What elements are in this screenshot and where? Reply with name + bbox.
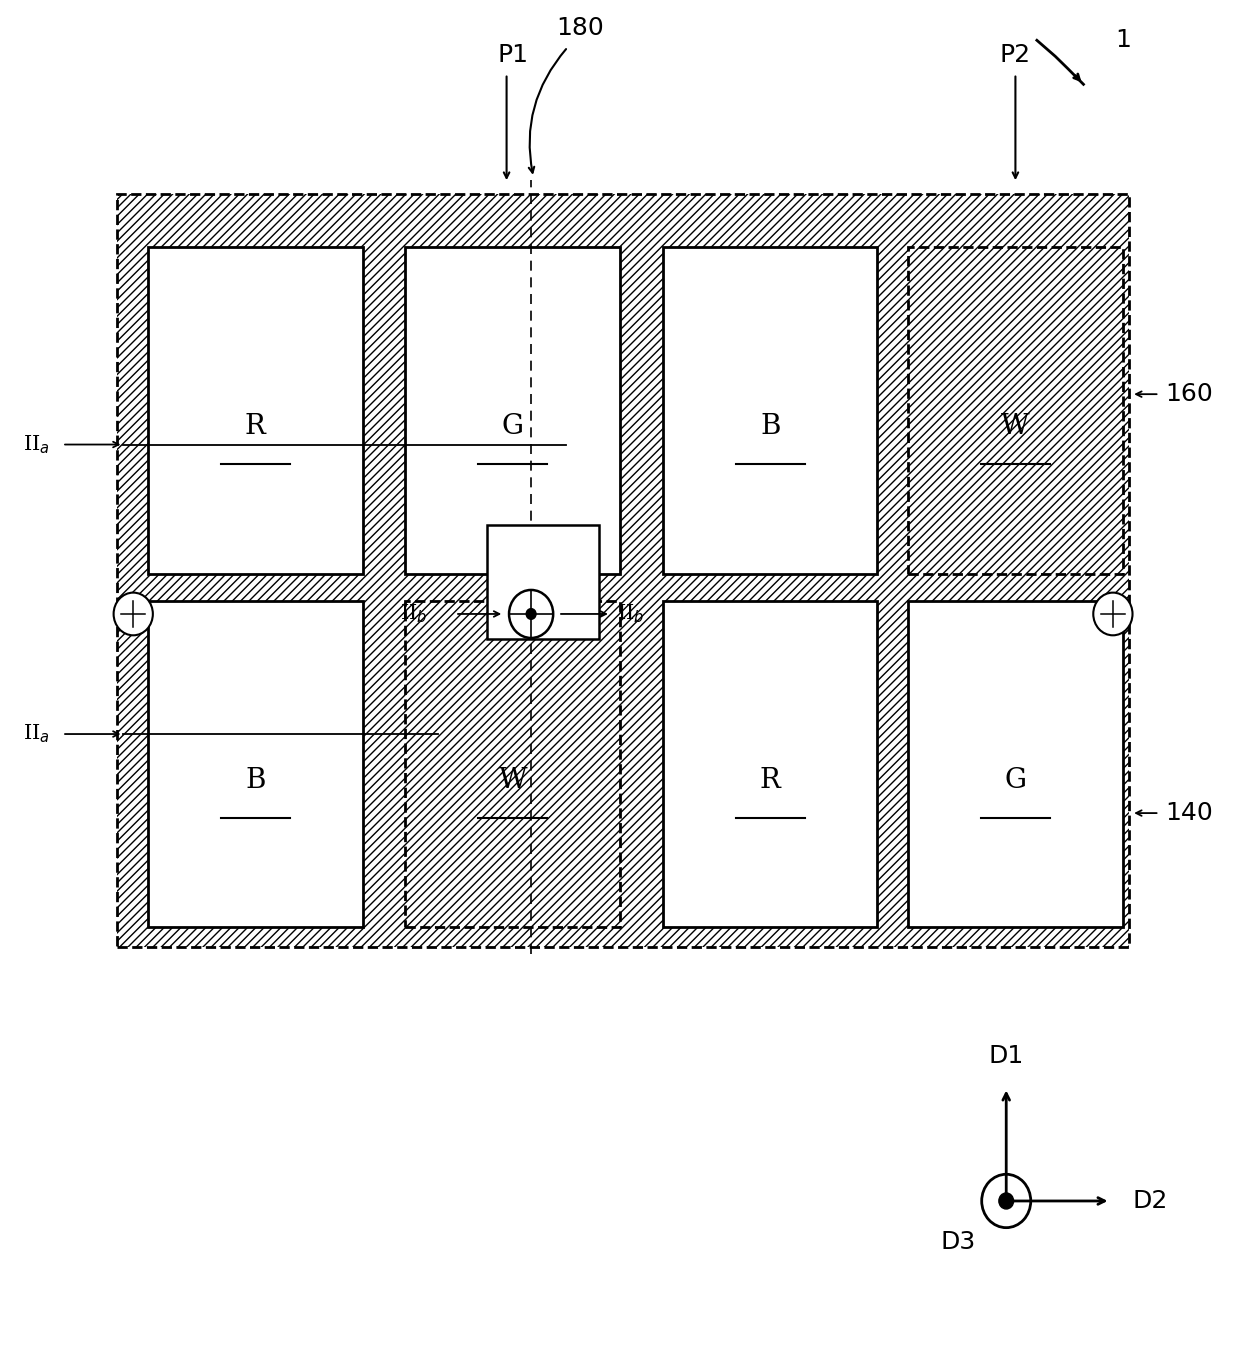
Bar: [118, 194, 1128, 948]
Text: P1: P1: [497, 43, 528, 67]
Text: II$_b$: II$_b$: [618, 603, 645, 625]
Text: II$_a$: II$_a$: [24, 433, 50, 456]
Bar: [405, 247, 620, 574]
Bar: [118, 194, 1128, 948]
Circle shape: [999, 1193, 1013, 1209]
Text: B: B: [246, 767, 265, 794]
Bar: [148, 601, 362, 927]
Text: 160: 160: [1166, 383, 1214, 406]
Text: G: G: [1004, 767, 1027, 794]
Bar: [487, 524, 599, 639]
Bar: [908, 247, 1122, 574]
Text: W: W: [498, 767, 527, 794]
Bar: [663, 601, 878, 927]
Text: II$_a$: II$_a$: [24, 723, 50, 745]
Text: 1: 1: [1115, 28, 1131, 53]
Text: II$_b$: II$_b$: [399, 603, 427, 625]
Text: G: G: [502, 414, 523, 441]
Bar: [908, 601, 1122, 927]
Circle shape: [1094, 593, 1132, 635]
Circle shape: [114, 593, 153, 635]
Bar: [908, 247, 1122, 574]
Bar: [405, 601, 620, 927]
Bar: [908, 601, 1122, 927]
Text: R: R: [244, 414, 265, 441]
Circle shape: [526, 609, 536, 619]
Text: B: B: [760, 414, 780, 441]
Bar: [148, 601, 362, 927]
Text: 180: 180: [557, 16, 604, 40]
Bar: [148, 247, 362, 574]
Text: 140: 140: [1166, 801, 1214, 825]
Bar: [663, 247, 878, 574]
Bar: [487, 524, 599, 639]
Bar: [908, 247, 1122, 574]
Bar: [663, 601, 878, 927]
Text: D1: D1: [988, 1043, 1024, 1068]
Bar: [148, 247, 362, 574]
Bar: [663, 247, 878, 574]
Bar: [118, 194, 1128, 948]
Text: R: R: [760, 767, 781, 794]
Bar: [405, 247, 620, 574]
Bar: [405, 601, 620, 927]
Circle shape: [982, 1174, 1030, 1228]
Circle shape: [510, 590, 553, 638]
Text: D3: D3: [940, 1231, 976, 1255]
Text: W: W: [1001, 414, 1029, 441]
Text: D2: D2: [1132, 1189, 1168, 1213]
Text: P2: P2: [999, 43, 1030, 67]
Bar: [405, 601, 620, 927]
